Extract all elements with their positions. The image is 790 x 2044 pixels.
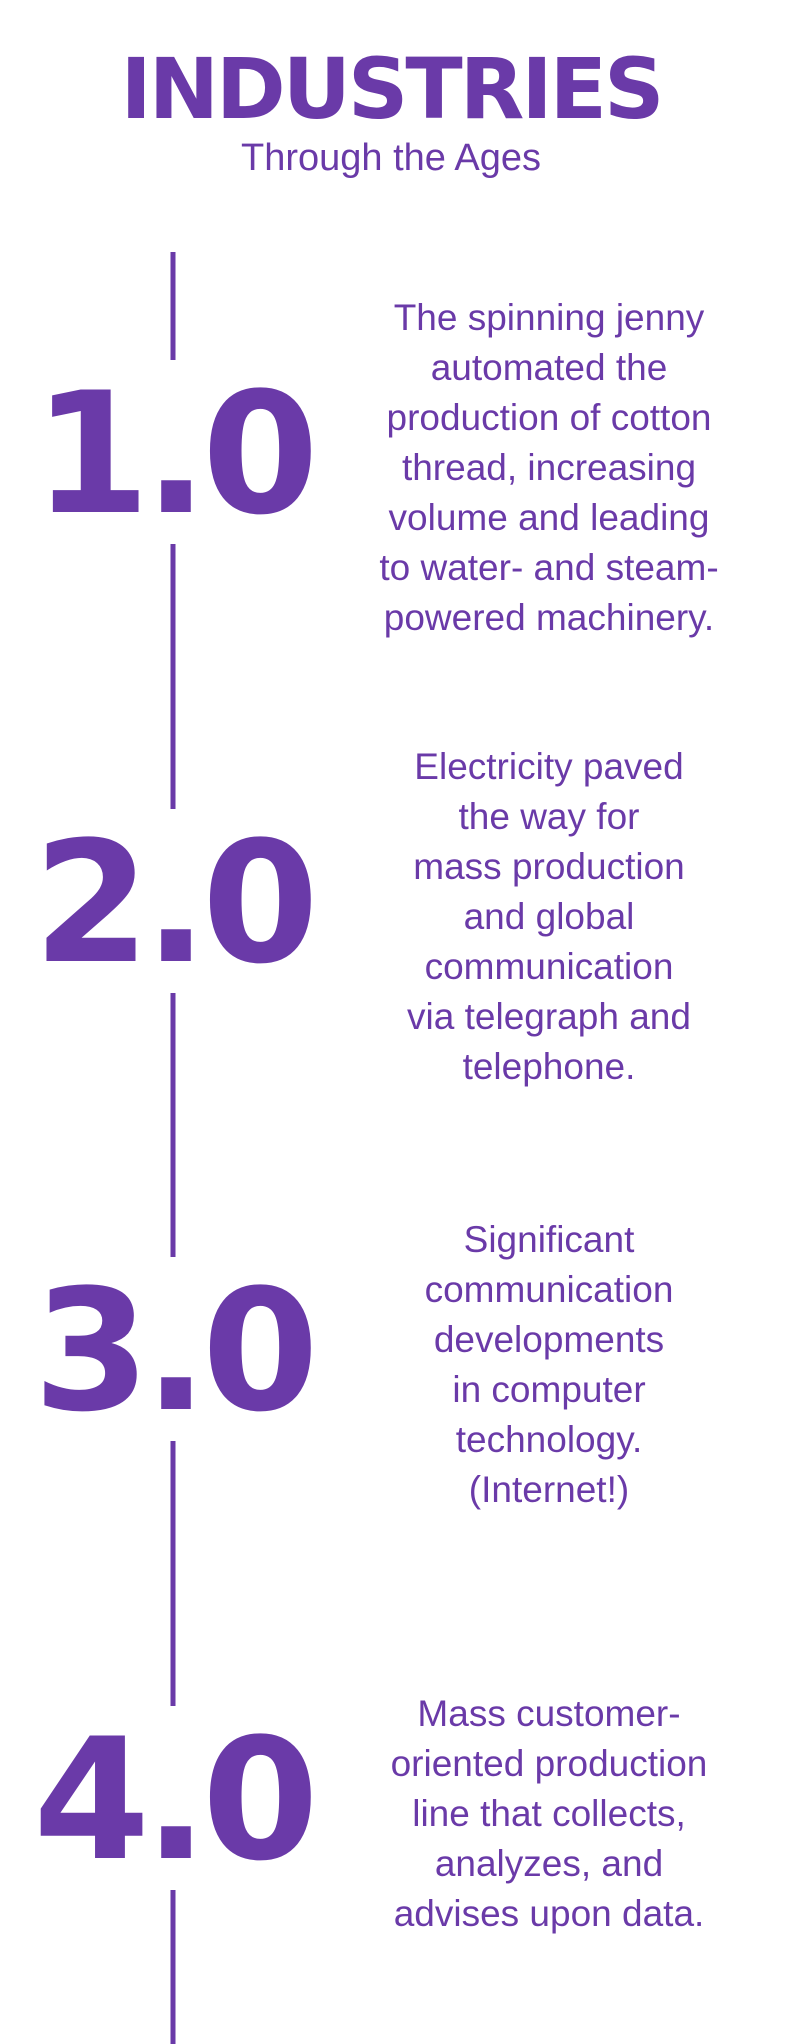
era-description-line: the way for — [459, 796, 640, 837]
era-description-line: volume and leading — [389, 497, 710, 538]
era-description-line: developments — [434, 1319, 664, 1360]
era-number: 3.0 — [33, 1253, 313, 1449]
era-description-line: powered machinery. — [384, 597, 714, 638]
era-description-line: in computer — [452, 1369, 645, 1410]
era-description-line: analyzes, and — [435, 1843, 663, 1884]
era-description-line: Significant — [464, 1219, 635, 1260]
era-description-line: (Internet!) — [469, 1469, 629, 1510]
era-description-line: mass production — [413, 846, 684, 887]
era-description-line: thread, increasing — [402, 447, 696, 488]
era-description-line: Mass customer- — [417, 1693, 680, 1734]
era-description-line: oriented production — [391, 1743, 708, 1784]
era-description-line: telephone. — [463, 1046, 636, 1087]
era-description-line: The spinning jenny — [394, 297, 705, 338]
era-description-line: to water- and steam- — [379, 547, 718, 588]
era-description-line: production of cotton — [387, 397, 712, 438]
title: INDUSTRIES — [120, 40, 661, 138]
era-number: 4.0 — [33, 1702, 313, 1898]
era-description-line: and global — [464, 896, 635, 937]
era-description-line: line that collects, — [412, 1793, 686, 1834]
era-description-line: Electricity paved — [414, 746, 683, 787]
era-description-line: advises upon data. — [394, 1893, 705, 1934]
era-description-line: via telegraph and — [407, 996, 691, 1037]
era-description-line: communication — [425, 946, 674, 987]
era-number: 2.0 — [33, 805, 313, 1001]
era-description-line: communication — [425, 1269, 674, 1310]
era-description-line: technology. — [456, 1419, 643, 1460]
era-number: 1.0 — [33, 356, 313, 552]
subtitle: Through the Ages — [241, 137, 541, 179]
era-description-line: automated the — [431, 347, 668, 388]
